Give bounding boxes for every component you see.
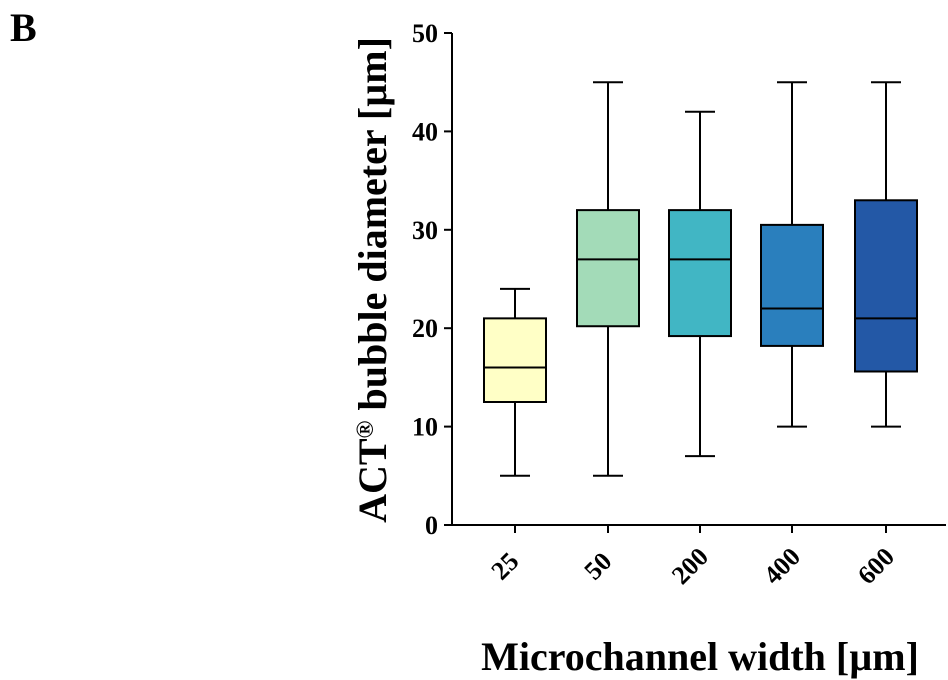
- y-axis-title-main: ACT: [350, 438, 395, 523]
- box-400: [760, 81, 824, 428]
- x-axis-title: Microchannel width [µm]: [481, 634, 919, 679]
- x-tick-label: 25: [486, 547, 525, 586]
- y-axis-title-sup: ®: [353, 420, 379, 438]
- iqr-box: [854, 199, 918, 373]
- y-tick-label: 50: [412, 19, 438, 48]
- y-axis-title-rest: bubble diameter [µm]: [350, 37, 395, 420]
- iqr-box: [760, 223, 824, 347]
- box-200: [668, 110, 732, 458]
- y-tick-label: 10: [412, 413, 438, 442]
- box-25: [483, 287, 547, 477]
- box-50: [576, 81, 640, 477]
- x-tick-label: 200: [666, 542, 714, 590]
- box-600: [854, 81, 918, 428]
- x-tick-label: 50: [579, 547, 618, 586]
- y-tick-label: 20: [412, 314, 438, 343]
- y-tick-label: 30: [412, 216, 438, 245]
- iqr-box: [483, 317, 547, 403]
- x-tick-label: 600: [852, 542, 900, 590]
- x-tick-label: 400: [758, 542, 806, 590]
- iqr-box: [576, 209, 640, 328]
- y-tick-label: 40: [412, 117, 438, 146]
- y-tick-label: 0: [425, 511, 438, 540]
- iqr-box: [668, 209, 732, 338]
- y-axis-title: ACT® bubble diameter [µm]: [350, 37, 395, 523]
- y-axis: 0 10 20 30 40 50: [412, 19, 453, 540]
- panel-label: B: [10, 5, 37, 50]
- boxes-group: [483, 81, 918, 477]
- x-axis: 25 50 200 400 600: [452, 524, 946, 590]
